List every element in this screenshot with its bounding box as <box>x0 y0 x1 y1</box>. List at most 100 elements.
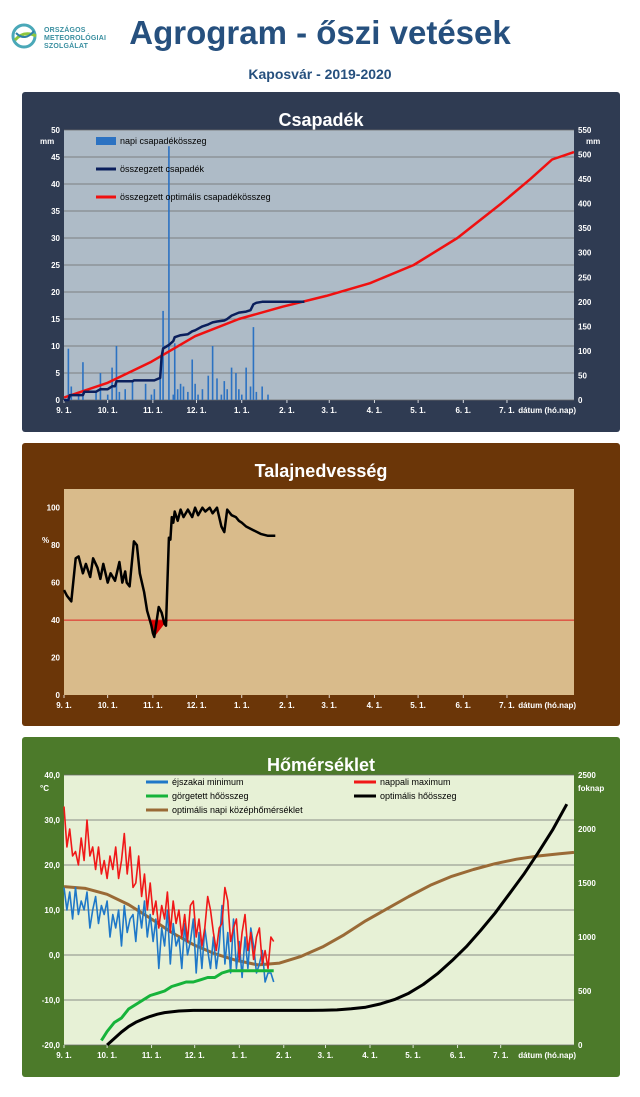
temp-right-tick: 500 <box>578 987 592 996</box>
x-tick-label: 3. 1. <box>321 406 337 415</box>
x-tick-label: 6. 1. <box>450 1051 466 1060</box>
temp-svg: Hőmérséklet -20,0 -10,0 0,0 10,0 20,0 30,0 40,0… <box>22 737 620 1077</box>
legend-bar-swatch <box>96 137 116 145</box>
x-tick-label: 12. 1. <box>187 701 207 710</box>
x-tick-label: 2. 1. <box>276 1051 292 1060</box>
logo-text: ORSZÁGOS METEOROLÓGIAI SZOLGÁLAT <box>44 27 106 51</box>
soil-title: Talajnedvesség <box>255 461 388 481</box>
soil-tick: 40 <box>51 616 60 625</box>
temp-right-tick: 1000 <box>578 933 596 942</box>
precip-left-tick: 25 <box>51 261 60 270</box>
temp-right-unit: foknap <box>578 784 604 793</box>
temperature-chart-panel: Hőmérséklet -20,0 -10,0 0,0 10,0 20,0 30,0 40,0… <box>22 737 620 1077</box>
soil-svg: Talajnedvesség 0 20 40 60 80 100% 9. 1. 10. 1. 11… <box>22 443 620 726</box>
precip-bar <box>153 389 156 400</box>
legend-optimal-precip: összegzett optimális csapadékösszeg <box>120 192 271 202</box>
precip-bar <box>106 394 109 400</box>
precip-bar <box>150 394 153 400</box>
precip-right-tick: 500 <box>578 151 592 160</box>
soil-tick: 60 <box>51 579 60 588</box>
rolling-heat-line <box>100 969 274 1042</box>
x-tick-label: 6. 1. <box>455 701 471 710</box>
soil-tick: 80 <box>51 541 60 550</box>
x-tick-label: 3. 1. <box>321 701 337 710</box>
precip-left-tick: 20 <box>51 288 60 297</box>
x-tick-label: 12. 1. <box>187 406 207 415</box>
precip-bar <box>194 383 196 400</box>
precip-bar <box>82 362 84 400</box>
soil-tick: 0 <box>56 691 61 700</box>
x-tick-label: 3. 1. <box>318 1051 334 1060</box>
soil-tick: 20 <box>51 654 60 663</box>
precip-bar <box>168 146 170 400</box>
temp-right-tick: 0 <box>578 1041 583 1050</box>
soil-unit: % <box>42 536 49 545</box>
precip-right-tick: 450 <box>578 175 592 184</box>
precip-chart-panel: Csapadék 0 5 10 15 20 25 30 35 40 45 50 0 50 100 150 200… <box>22 92 620 432</box>
precip-right-tick: 50 <box>578 371 587 380</box>
precip-bar <box>216 378 218 400</box>
logo-line-2: METEOROLÓGIAI <box>44 35 107 42</box>
omsz-logo <box>11 23 37 49</box>
x-axis-label: dátum (hó.nap) <box>518 701 576 710</box>
x-tick-label: 4. 1. <box>367 406 383 415</box>
precip-bar <box>173 343 176 400</box>
precip-bar <box>70 386 73 400</box>
precip-bar <box>255 391 258 400</box>
precip-bar <box>197 394 199 400</box>
temp-left-tick: -20,0 <box>42 1041 61 1050</box>
precip-bar <box>223 381 226 400</box>
precip-bar <box>245 367 247 400</box>
page-subtitle: Kaposvár - 2019-2020 <box>248 66 392 82</box>
precip-bar <box>249 386 252 400</box>
temp-left-unit: °C <box>40 784 49 793</box>
precip-left-tick: 40 <box>51 180 60 189</box>
x-tick-label: 7. 1. <box>499 406 515 415</box>
precip-bar <box>252 327 255 400</box>
precip-left-tick: 0 <box>56 396 61 405</box>
temp-title: Hőmérséklet <box>267 755 375 775</box>
temp-left-tick: -10,0 <box>42 996 61 1005</box>
soil-moisture-line <box>62 506 276 639</box>
precip-bar <box>131 381 134 400</box>
precip-right-tick: 550 <box>578 126 592 135</box>
temp-left-tick: 30,0 <box>44 816 60 825</box>
legend-optimal-mean: optimális napi középhőmérséklet <box>172 805 303 815</box>
precip-right-tick: 100 <box>578 347 592 356</box>
legend-day-max: nappali maximum <box>380 777 451 787</box>
legend-daily-precip: napi csapadékösszeg <box>120 136 207 146</box>
day-max-line <box>63 806 275 970</box>
temp-left-tick: 20,0 <box>44 861 60 870</box>
precip-right-tick: 0 <box>578 396 583 405</box>
precip-right-tick: 200 <box>578 298 592 307</box>
page-title: Agrogram - őszi vetések <box>129 14 511 51</box>
precip-bar <box>267 394 269 400</box>
x-tick-label: 7. 1. <box>499 701 515 710</box>
precip-bar <box>207 375 210 400</box>
precip-right-tick: 350 <box>578 224 592 233</box>
x-tick-label: 7. 1. <box>493 1051 509 1060</box>
precip-bar <box>77 394 80 400</box>
precip-svg: Csapadék05101520253035404550050100150200… <box>22 92 620 432</box>
precip-bar <box>124 389 126 400</box>
precip-left-tick: 45 <box>51 153 60 162</box>
precip-right-tick: 400 <box>578 200 592 209</box>
precip-left-unit: mm <box>40 137 54 146</box>
optimal-cum-precip-line <box>63 150 575 399</box>
x-tick-label: 11. 1. <box>143 406 163 415</box>
precip-bar <box>187 391 189 400</box>
legend-rolling-heat: görgetett hőösszeg <box>172 791 249 801</box>
page-header: ORSZÁGOS METEOROLÓGIAI SZOLGÁLAT Agrogra… <box>0 0 640 88</box>
x-tick-label: 10. 1. <box>98 406 118 415</box>
precip-bar <box>240 394 243 400</box>
precip-bar <box>176 389 179 400</box>
x-tick-label: 2. 1. <box>279 406 295 415</box>
precip-right-unit: mm <box>586 137 600 146</box>
precip-bar <box>172 394 175 400</box>
x-tick-label: 5. 1. <box>405 1051 421 1060</box>
precip-left-tick: 35 <box>51 207 60 216</box>
temp-right-tick: 1500 <box>578 879 596 888</box>
optimal-heat-line <box>106 803 569 1047</box>
precip-left-tick: 5 <box>56 369 61 378</box>
x-tick-label: 11. 1. <box>143 701 163 710</box>
